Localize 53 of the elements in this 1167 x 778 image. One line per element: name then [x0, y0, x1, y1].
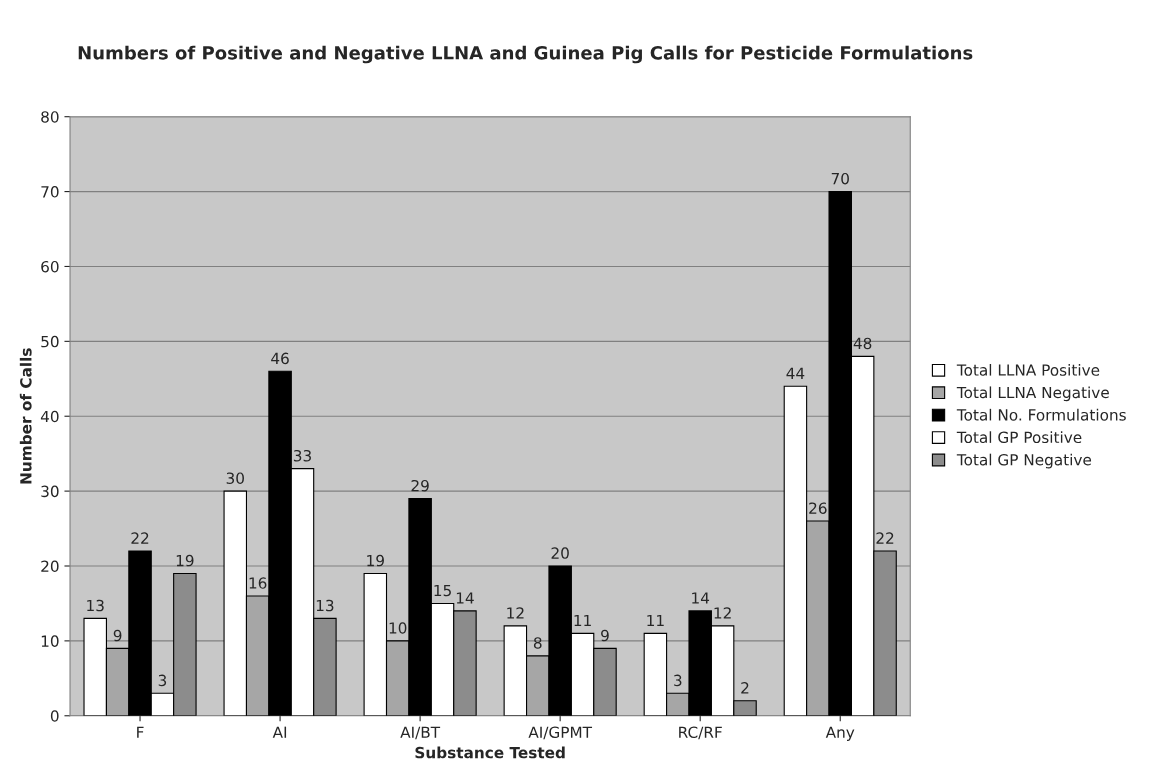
data-label: 13 [316, 599, 334, 612]
data-label: 70 [831, 172, 849, 185]
data-label: 22 [876, 532, 894, 544]
x-axis-title: Substance Tested [415, 746, 565, 759]
data-label: 13 [87, 599, 104, 612]
legend-label: Total GP Negative [956, 453, 1092, 469]
data-label: 2 [741, 682, 749, 694]
y-tick-label: 30 [41, 485, 59, 498]
data-label: 8 [533, 637, 542, 649]
data-label: 20 [551, 547, 569, 559]
data-label: 11 [647, 614, 664, 627]
chart-title: Numbers of Positive and Negative LLNA and Guinea Pig Calls for Pesticide Formulations [78, 45, 973, 64]
data-label: 30 [226, 472, 244, 484]
data-label: 11 [574, 614, 591, 627]
y-tick-label: 70 [41, 186, 59, 198]
x-tick-label: RC/RF [679, 726, 722, 740]
data-label: 10 [389, 622, 407, 634]
y-tick-label: 40 [40, 410, 59, 423]
x-tick-label: AI [272, 726, 287, 738]
data-label: 19 [176, 554, 194, 567]
data-label: 9 [601, 629, 609, 642]
y-tick-label: 60 [41, 260, 59, 273]
y-tick-label: 80 [41, 111, 59, 123]
x-tick-label: AI/GPMT [528, 726, 593, 740]
data-label: 33 [293, 449, 311, 462]
y-axis-title: Number of Calls [19, 348, 32, 484]
data-label: 19 [367, 554, 384, 567]
data-label: 9 [113, 629, 122, 642]
data-label: 15 [434, 584, 451, 597]
x-tick-label: Any [825, 726, 855, 741]
y-tick-label: 0 [50, 710, 59, 722]
data-label: 12 [714, 607, 731, 619]
legend-label: Total LLNA Positive [956, 363, 1100, 376]
data-label: 3 [158, 674, 167, 687]
data-label: 22 [131, 532, 149, 544]
data-label: 12 [507, 607, 524, 619]
legend-label: Total No. Formulations [956, 408, 1126, 421]
data-label: 48 [853, 337, 872, 350]
x-tick-label: F [137, 726, 144, 738]
y-tick-label: 10 [41, 635, 59, 647]
data-label: 14 [456, 592, 474, 604]
legend-label: Total GP Positive [956, 431, 1082, 444]
data-label: 46 [271, 352, 289, 365]
data-label: 44 [786, 367, 805, 379]
data-label: 16 [249, 577, 267, 589]
data-label: 26 [809, 502, 827, 514]
legend-label: Total LLNA Negative [956, 386, 1109, 402]
data-label: 3 [674, 674, 682, 687]
y-tick-label: 50 [41, 335, 59, 348]
y-tick-label: 20 [41, 560, 59, 573]
data-label: 29 [411, 479, 429, 492]
x-tick-label: AI/BT [400, 726, 441, 740]
data-label: 14 [692, 592, 710, 604]
